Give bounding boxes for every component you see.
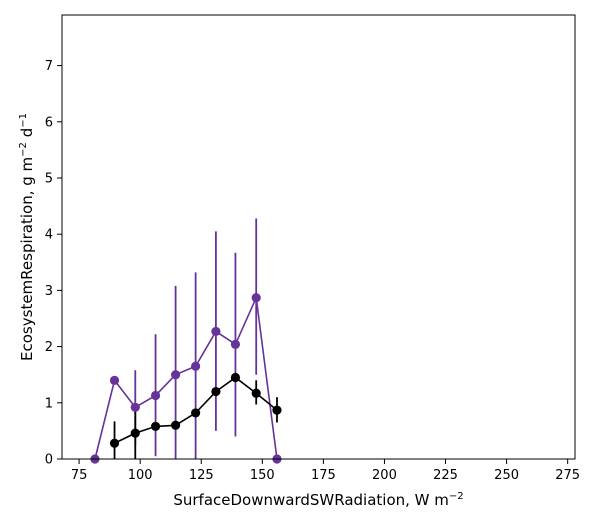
y-tick-label: 2 [45,340,53,355]
data-point [130,402,140,412]
x-tick-label: 125 [189,468,214,483]
x-tick-label: 225 [433,468,458,483]
y-tick-label: 5 [45,171,53,186]
data-point [170,420,181,430]
y-tick-label: 6 [45,115,53,130]
data-point [109,375,120,385]
x-tick-label: 175 [311,468,336,483]
x-tick-label: 75 [71,468,88,483]
y-axis-label: EcosystemRespiration, g m−2 d−1 [18,113,36,361]
x-tick-label: 150 [250,468,275,483]
data-point [170,370,181,380]
y-tick-label: 7 [45,59,53,74]
y-tick-label: 1 [45,396,53,411]
x-tick-label: 200 [372,468,397,483]
x-tick-label: 100 [128,468,153,483]
data-point [230,372,241,383]
y-tick-label: 4 [45,228,53,243]
x-tick-label: 275 [555,468,580,483]
x-axis-ticks: 75 100 125 150 175 200 225 250 275 [71,459,580,483]
x-tick-label: 250 [494,468,519,483]
data-point [230,339,241,349]
data-point [272,405,282,415]
data-point [150,421,161,432]
y-tick-label: 3 [45,284,53,299]
y-axis-ticks: 0 1 2 3 4 5 6 7 [45,59,62,468]
y-tick-label: 0 [45,453,53,468]
series-line-0 [94,294,278,460]
error-bars [113,218,278,459]
series-lines [94,294,278,460]
data-point [211,386,221,397]
data-point [130,428,140,438]
data-point [191,408,201,418]
data-point [251,388,261,398]
plot-area-frame [61,14,576,460]
data-point [211,326,221,337]
data-point [191,361,201,371]
data-points [90,293,282,464]
data-point [251,293,261,303]
data-point [150,390,161,401]
data-point [109,438,120,448]
x-axis-label: SurfaceDownwardSWRadiation, W m−2 [173,491,463,509]
